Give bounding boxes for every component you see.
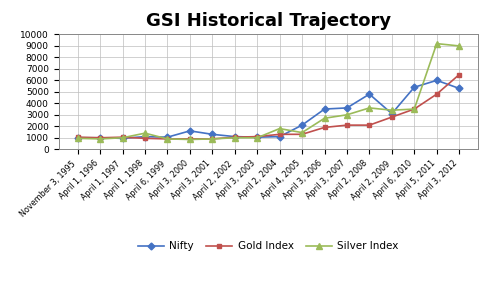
Gold Index	[434, 92, 440, 96]
Gold Index	[299, 133, 305, 136]
Silver Index	[344, 113, 350, 117]
Nifty	[434, 79, 440, 82]
Silver Index	[232, 136, 238, 139]
Silver Index	[97, 137, 103, 141]
Silver Index	[366, 106, 372, 110]
Nifty	[277, 135, 283, 138]
Nifty	[322, 107, 327, 111]
Gold Index	[97, 136, 103, 139]
Gold Index	[411, 107, 417, 111]
Gold Index	[389, 115, 395, 119]
Nifty	[254, 135, 260, 139]
Silver Index	[411, 107, 417, 111]
Silver Index	[120, 136, 125, 139]
Line: Gold Index: Gold Index	[75, 72, 462, 141]
Silver Index	[75, 137, 81, 140]
Gold Index	[254, 135, 260, 138]
Silver Index	[322, 117, 327, 120]
Nifty	[120, 137, 125, 140]
Silver Index	[254, 136, 260, 139]
Legend: Nifty, Gold Index, Silver Index: Nifty, Gold Index, Silver Index	[134, 237, 403, 255]
Gold Index	[187, 137, 193, 141]
Nifty	[456, 87, 462, 90]
Silver Index	[299, 131, 305, 134]
Gold Index	[344, 123, 350, 127]
Nifty	[299, 123, 305, 127]
Line: Silver Index: Silver Index	[75, 41, 462, 142]
Nifty	[75, 136, 81, 139]
Silver Index	[434, 42, 440, 45]
Nifty	[232, 135, 238, 138]
Silver Index	[164, 137, 170, 141]
Nifty	[164, 135, 170, 139]
Gold Index	[366, 123, 372, 127]
Nifty	[411, 86, 417, 89]
Title: GSI Historical Trajectory: GSI Historical Trajectory	[146, 12, 391, 30]
Gold Index	[75, 135, 81, 139]
Gold Index	[142, 137, 148, 140]
Gold Index	[322, 126, 327, 129]
Nifty	[209, 133, 215, 136]
Nifty	[187, 129, 193, 133]
Gold Index	[456, 73, 462, 76]
Gold Index	[164, 137, 170, 141]
Silver Index	[389, 108, 395, 112]
Gold Index	[277, 133, 283, 136]
Nifty	[97, 136, 103, 139]
Silver Index	[456, 44, 462, 48]
Gold Index	[232, 135, 238, 139]
Gold Index	[120, 135, 125, 139]
Nifty	[344, 106, 350, 110]
Nifty	[366, 92, 372, 96]
Silver Index	[277, 127, 283, 130]
Line: Nifty: Nifty	[75, 78, 462, 141]
Gold Index	[209, 137, 215, 141]
Nifty	[142, 135, 148, 138]
Nifty	[389, 112, 395, 115]
Silver Index	[142, 131, 148, 135]
Silver Index	[209, 137, 215, 141]
Silver Index	[187, 138, 193, 141]
